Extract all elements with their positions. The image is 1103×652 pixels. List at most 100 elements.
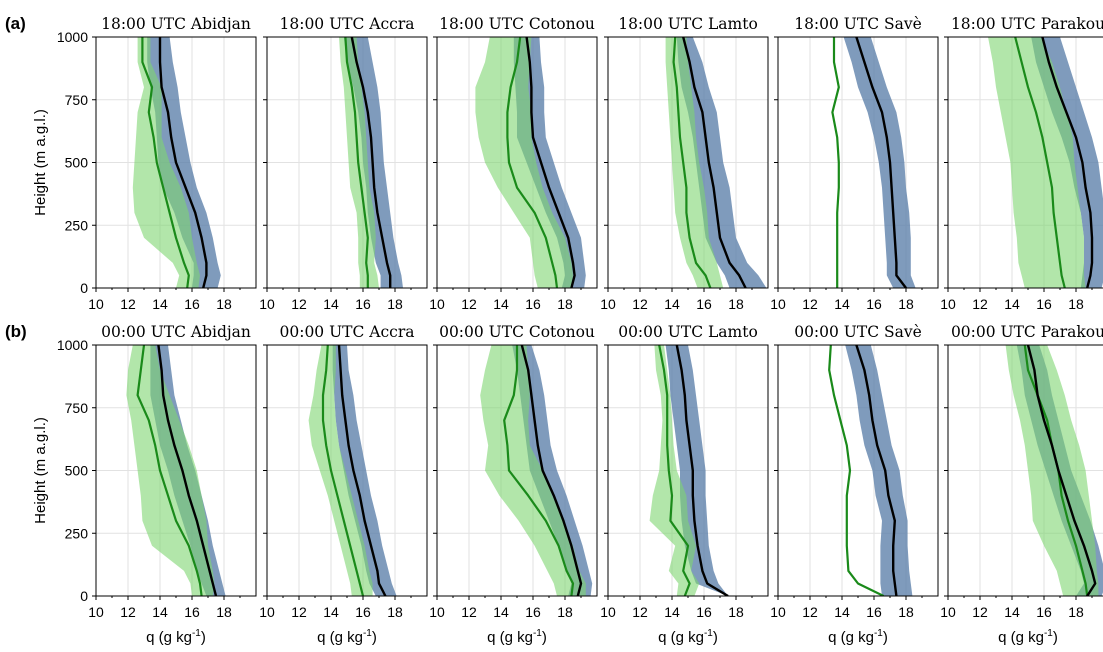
observed-median-profile-line	[1014, 37, 1066, 288]
x-tick-label: 10	[770, 604, 786, 620]
observed-median-profile-line	[506, 37, 559, 288]
observed-median-profile-line	[658, 345, 691, 596]
model-median-profile-line	[525, 37, 576, 288]
panel-a-parakou: 10 12 14 16 18 18:00 UTC Parakou	[940, 15, 1103, 312]
x-tick-label: 12	[632, 296, 648, 312]
panel-a-cotonou: 10 12 14 16 18 18:00 UTC Cotonou	[429, 15, 598, 312]
y-tick-label: 0	[80, 588, 88, 604]
x-tick-label: 16	[355, 296, 371, 312]
x-tick-label: 14	[664, 296, 680, 312]
x-tick-label: 12	[972, 604, 988, 620]
x-tick-label: 14	[664, 604, 680, 620]
x-tick-label: 14	[323, 296, 339, 312]
x-tick-label: 12	[461, 604, 477, 620]
x-tick-label: 12	[461, 296, 477, 312]
row-label: (a)	[5, 14, 26, 33]
model-spread-band	[665, 345, 728, 596]
plot-area	[988, 37, 1103, 288]
x-axis-label: q (g kg-1)	[658, 628, 718, 646]
x-axis-label: q (g kg-1)	[146, 628, 206, 646]
x-axis-label-text: q (g kg	[998, 629, 1044, 646]
panel-a-save: 10 12 14 16 18 18:00 UTC Savè	[770, 15, 939, 312]
panel-a-abidjan: 10 12 14 16 18 0 250 500 750 1000 18:00 UTC Abidja…	[57, 15, 257, 312]
model-median-profile-line	[350, 37, 392, 288]
panel-b-abidjan: 10 12 14 16 18 0 250 500 750 1000 00:00 UTC Abidja…	[57, 323, 257, 646]
panel-title: 18:00 UTC Accra	[280, 15, 415, 33]
x-axis-label: q (g kg-1)	[487, 628, 547, 646]
y-tick-label: 1000	[57, 337, 88, 353]
x-tick-label: 18	[557, 296, 573, 312]
x-axis-label-close: )	[542, 629, 547, 646]
x-axis-label-text: q (g kg	[487, 629, 533, 646]
y-tick-label: 250	[65, 525, 89, 541]
panel-title: 00:00 UTC Savè	[794, 323, 922, 341]
x-axis-label-text: q (g kg	[317, 629, 363, 646]
panel-title: 18:00 UTC Parakou	[951, 15, 1103, 33]
observed-median-profile-line	[344, 37, 369, 288]
observed-spread-band	[665, 37, 724, 288]
observed-median-profile-line	[828, 345, 885, 596]
x-axis-label: q (g kg-1)	[317, 628, 377, 646]
x-tick-label: 16	[355, 604, 371, 620]
x-tick-label: 16	[184, 296, 200, 312]
x-tick-label: 16	[184, 604, 200, 620]
x-axis-label-superscript: -1	[704, 628, 713, 639]
x-tick-label: 18	[1068, 296, 1084, 312]
x-tick-label: 10	[940, 296, 956, 312]
x-tick-label: 18	[728, 604, 744, 620]
x-axis-label-superscript: -1	[192, 628, 201, 639]
x-axis-label-close: )	[372, 629, 377, 646]
x-tick-label: 10	[259, 604, 275, 620]
y-tick-label: 750	[65, 92, 89, 108]
x-tick-label: 12	[802, 296, 818, 312]
x-tick-label: 12	[972, 296, 988, 312]
x-tick-label: 14	[1004, 604, 1020, 620]
x-axis-label-close: )	[201, 629, 206, 646]
y-tick-label: 500	[65, 155, 89, 171]
panel-title: 18:00 UTC Savè	[794, 15, 922, 33]
x-tick-label: 18	[728, 296, 744, 312]
panel-a-lamto: 10 12 14 16 18 18:00 UTC Lamto	[600, 15, 769, 312]
plot-area	[480, 345, 593, 596]
x-tick-label: 10	[259, 296, 275, 312]
model-median-profile-line	[682, 37, 747, 288]
x-tick-label: 16	[525, 604, 541, 620]
x-tick-label: 14	[834, 604, 850, 620]
x-axis-label-text: q (g kg	[658, 629, 704, 646]
x-tick-label: 12	[291, 296, 307, 312]
panel-title: 00:00 UTC Parakou	[951, 323, 1103, 341]
panel-title: 18:00 UTC Cotonou	[439, 15, 595, 33]
x-tick-label: 18	[1068, 604, 1084, 620]
panel-title: 18:00 UTC Abidjan	[101, 15, 251, 33]
x-tick-label: 16	[1036, 296, 1052, 312]
observed-spread-band	[1005, 345, 1099, 596]
observed-spread-band	[649, 345, 700, 596]
x-tick-label: 14	[1004, 296, 1020, 312]
x-tick-label: 14	[493, 604, 509, 620]
x-axis-label: q (g kg-1)	[998, 628, 1058, 646]
x-tick-label: 10	[600, 604, 616, 620]
model-median-profile-line	[675, 345, 729, 596]
y-tick-label: 500	[65, 463, 89, 479]
x-tick-label: 18	[557, 604, 573, 620]
x-tick-label: 10	[88, 296, 104, 312]
plot-area	[649, 345, 729, 596]
x-axis-label-superscript: -1	[1044, 628, 1053, 639]
plot-area	[1005, 345, 1103, 596]
row-label: (b)	[5, 322, 27, 341]
plot-area	[339, 37, 403, 288]
model-median-profile-line	[1026, 345, 1097, 596]
x-axis-label-superscript: -1	[533, 628, 542, 639]
x-tick-label: 10	[88, 604, 104, 620]
x-tick-label: 18	[898, 296, 914, 312]
panel-title: 00:00 UTC Lamto	[618, 323, 758, 341]
x-axis-label-superscript: -1	[874, 628, 883, 639]
y-axis-label: Height (m a.g.l.)	[32, 109, 49, 216]
plot-area	[475, 37, 586, 288]
x-axis-label-text: q (g kg	[828, 629, 874, 646]
x-tick-label: 14	[493, 296, 509, 312]
y-tick-label: 0	[80, 280, 88, 296]
panel-a-accra: 10 12 14 16 18 18:00 UTC Accra	[259, 15, 428, 312]
x-axis-label: q (g kg-1)	[828, 628, 888, 646]
model-median-profile-line	[337, 345, 387, 596]
